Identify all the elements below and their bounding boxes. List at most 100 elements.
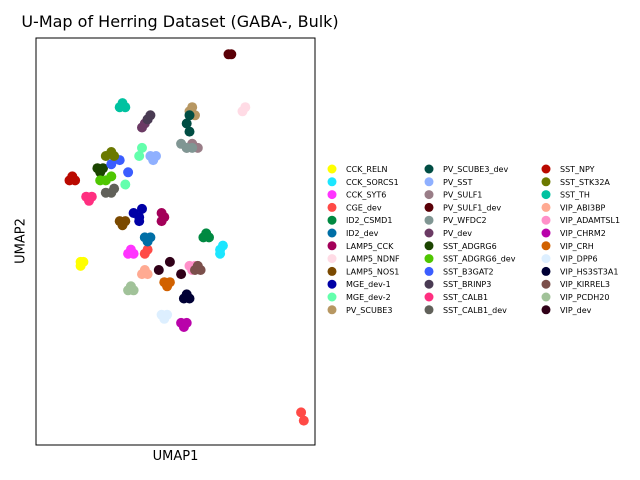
point-PV_SCUBE3_dev	[184, 110, 195, 121]
legend-marker-MGE_dev-2	[327, 292, 337, 302]
legend-label-PV_dev: PV_dev	[443, 229, 472, 238]
legend-label-VIP_ADAMTSL1: VIP_ADAMTSL1	[560, 216, 620, 225]
chart-title: U-Map of Herring Dataset (GABA-, Bulk)	[21, 12, 339, 31]
legend-label-LAMP5_CCK: LAMP5_CCK	[346, 242, 394, 251]
point-SST_B3GAT2	[123, 167, 134, 178]
point-SST_ADGRG6	[98, 163, 108, 174]
legend-marker-CCK_SYT6	[327, 190, 337, 200]
legend-marker-LAMP5_NOS1	[327, 266, 337, 276]
legend-marker-CGE_dev	[327, 202, 337, 212]
point-SST_TH	[120, 102, 131, 113]
point-MGE_dev-1	[137, 203, 147, 214]
legend-marker-PV_SCUBE3	[327, 305, 337, 315]
point-PV_SCUBE3	[187, 102, 198, 113]
point-VIP_dev	[176, 269, 187, 280]
point-VIP_DPP6	[162, 309, 173, 320]
point-VIP_HS3ST3A1	[184, 293, 195, 304]
point-ID2_CSMD1	[204, 232, 214, 243]
legend-marker-CCK_SORCS1	[327, 177, 337, 187]
legend-label-PV_SCUBE3: PV_SCUBE3	[346, 306, 392, 315]
point-LAMP5_NOS1	[120, 216, 131, 227]
point-PV_WFDC2	[187, 142, 198, 153]
legend-label-PV_WFDC2: PV_WFDC2	[443, 216, 487, 225]
legend-label-SST_NPY: SST_NPY	[560, 165, 595, 174]
point-LAMP5_NDNF	[240, 102, 251, 113]
legend-label-ID2_dev: ID2_dev	[346, 229, 379, 238]
point-CGE_dev	[298, 415, 309, 426]
point-CGE_dev	[142, 244, 153, 255]
legend-marker-SST_BRINP3	[424, 279, 434, 289]
legend-marker-PV_SST	[424, 177, 434, 187]
point-VIP_CRH	[164, 277, 175, 288]
legend-label-SST_ADGRG6_dev: SST_ADGRG6_dev	[443, 255, 516, 264]
point-ID2_dev	[145, 232, 156, 243]
legend-marker-SST_CALB1	[424, 292, 434, 302]
legend-marker-PV_WFDC2	[424, 215, 434, 225]
legend-label-CCK_SYT6: CCK_SYT6	[346, 191, 386, 200]
legend-label-VIP_PCDH20: VIP_PCDH20	[560, 293, 609, 302]
legend-marker-PV_SULF1_dev	[424, 202, 434, 212]
point-CGE_dev	[296, 407, 307, 418]
legend-marker-SST_ADGRG6_dev	[424, 254, 434, 264]
point-SST_BRINP3	[145, 110, 156, 121]
points-layer	[64, 49, 309, 426]
legend-label-SST_STK32A: SST_STK32A	[560, 178, 610, 187]
legend-label-VIP_ABI3BP: VIP_ABI3BP	[560, 203, 606, 212]
legend-label-ID2_CSMD1: ID2_CSMD1	[346, 216, 392, 225]
point-SST_CALB1_dev	[109, 183, 120, 194]
legend-label-MGE_dev-2: MGE_dev-2	[346, 293, 391, 302]
legend-marker-SST_B3GAT2	[424, 266, 434, 276]
legend-label-SST_ADGRG6: SST_ADGRG6	[443, 242, 497, 251]
point-MGE_dev-2	[137, 142, 147, 153]
point-LAMP5_CCK	[159, 212, 170, 223]
legend-label-VIP_HS3ST3A1: VIP_HS3ST3A1	[560, 267, 618, 276]
legend-marker-CCK_RELN	[327, 164, 337, 174]
point-SST_NPY	[70, 175, 81, 186]
legend-label-PV_SST: PV_SST	[443, 178, 472, 187]
point-SST_STK32A	[109, 151, 120, 161]
legend-label-CGE_dev: CGE_dev	[346, 203, 382, 212]
point-VIP_CHRM2	[181, 317, 192, 328]
legend-label-SST_CALB1: SST_CALB1	[443, 293, 488, 302]
legend-label-SST_B3GAT2: SST_B3GAT2	[443, 267, 494, 276]
point-MGE_dev-2	[134, 151, 145, 161]
point-SST_B3GAT2	[106, 159, 117, 170]
legend-marker-LAMP5_NDNF	[327, 254, 337, 264]
legend-marker-VIP_ABI3BP	[541, 202, 551, 212]
legend: CCK_RELN CCK_SORCS1 CCK_SYT6 CGE_dev ID2_CSM…	[327, 164, 620, 315]
legend-label-VIP_CHRM2: VIP_CHRM2	[560, 229, 606, 238]
point-VIP_ABI3BP	[142, 269, 153, 280]
point-CCK_RELN	[78, 256, 89, 267]
legend-marker-ID2_dev	[327, 228, 337, 238]
point-VIP_dev	[164, 256, 175, 267]
plot-frame	[35, 37, 316, 446]
point-MGE_dev-2	[120, 179, 131, 190]
legend-label-VIP_CRH: VIP_CRH	[560, 242, 594, 251]
legend-label-SST_BRINP3: SST_BRINP3	[443, 280, 491, 289]
point-CCK_SORCS1	[215, 248, 226, 259]
legend-label-VIP_KIRREL3: VIP_KIRREL3	[560, 280, 610, 289]
point-PV_dev	[137, 122, 147, 133]
legend-marker-VIP_HS3ST3A1	[541, 266, 551, 276]
legend-label-SST_TH: SST_TH	[560, 191, 590, 200]
point-PV_SCUBE3_dev	[184, 126, 195, 137]
legend-marker-VIP_KIRREL3	[541, 279, 551, 289]
legend-marker-SST_CALB1_dev	[424, 305, 434, 315]
point-MGE_dev-1	[134, 216, 145, 227]
legend-marker-SST_NPY	[541, 164, 551, 174]
legend-marker-LAMP5_CCK	[327, 241, 337, 251]
legend-marker-SST_ADGRG6	[424, 241, 434, 251]
legend-label-VIP_DPP6: VIP_DPP6	[560, 255, 598, 264]
legend-label-CCK_RELN: CCK_RELN	[346, 165, 387, 174]
point-CCK_SORCS1	[217, 240, 228, 251]
legend-label-CCK_SORCS1: CCK_SORCS1	[346, 178, 399, 187]
point-PV_SULF1_dev	[226, 49, 237, 60]
legend-label-PV_SCUBE3_dev: PV_SCUBE3_dev	[443, 165, 508, 174]
legend-label-LAMP5_NDNF: LAMP5_NDNF	[346, 255, 400, 264]
point-VIP_dev	[153, 265, 164, 275]
legend-marker-VIP_CHRM2	[541, 228, 551, 238]
point-PV_SST	[151, 151, 161, 161]
point-CCK_SYT6	[128, 248, 139, 259]
legend-label-SST_CALB1_dev: SST_CALB1_dev	[443, 306, 507, 315]
